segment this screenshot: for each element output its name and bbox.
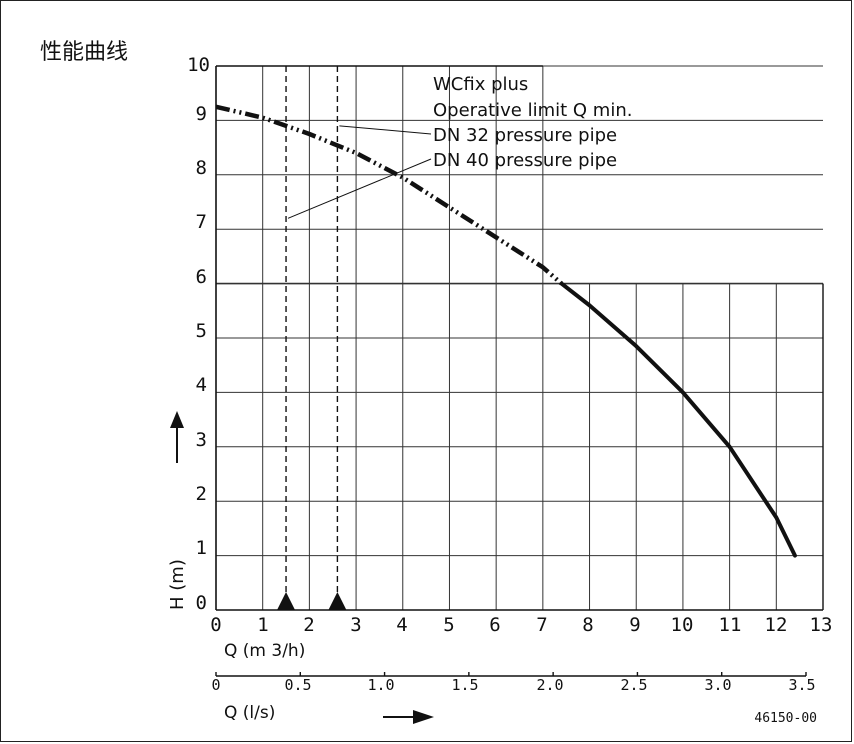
series-wcfix-plus xyxy=(215,104,797,558)
ytick-0: 0 xyxy=(196,592,207,614)
xtick-4: 4 xyxy=(396,614,407,636)
xtick-9: 9 xyxy=(629,614,640,636)
xtick-7: 7 xyxy=(536,614,547,636)
ytick-1: 1 xyxy=(196,537,207,559)
xtick-0: 0 xyxy=(210,614,221,636)
x2tick-4: 2.0 xyxy=(536,676,563,694)
xtick-2: 2 xyxy=(303,614,314,636)
marker-triangle-0 xyxy=(328,592,347,610)
xtick-11: 11 xyxy=(719,614,742,636)
xtick-13: 13 xyxy=(810,614,833,636)
ytick-8: 8 xyxy=(196,157,207,179)
x-axis-label: Q (m 3/h) xyxy=(224,641,305,661)
x2tick-6: 3.0 xyxy=(704,676,731,694)
figure-code: 46150-00 xyxy=(754,711,817,726)
x2tick-2: 1.0 xyxy=(367,676,394,694)
x2tick-5: 2.5 xyxy=(620,676,647,694)
xtick-1: 1 xyxy=(257,614,268,636)
x2tick-0: 0 xyxy=(211,676,220,694)
chart-title: 性能曲线 xyxy=(40,40,129,65)
leader-dn40 xyxy=(287,158,432,219)
ytick-7: 7 xyxy=(196,211,207,233)
xtick-3: 3 xyxy=(350,614,361,636)
ytick-6: 6 xyxy=(196,266,207,288)
x2-axis-label: Q (l/s) xyxy=(224,703,275,723)
ytick-4: 4 xyxy=(196,374,207,396)
xtick-5: 5 xyxy=(443,614,454,636)
y-axis-label: H (m) xyxy=(167,559,188,610)
ytick-3: 3 xyxy=(196,429,207,451)
arrow-up-icon xyxy=(170,411,184,463)
ytick-2: 2 xyxy=(196,483,207,505)
marker-triangle-1 xyxy=(277,592,296,610)
xtick-8: 8 xyxy=(582,614,593,636)
annotation-dn40: DN 40 pressure pipe xyxy=(433,150,617,171)
x2tick-7: 3.5 xyxy=(788,676,815,694)
ytick-9: 9 xyxy=(196,103,207,125)
annotation-dn32: DN 32 pressure pipe xyxy=(433,125,617,146)
ytick-10: 10 xyxy=(187,54,210,76)
annotation-operative-limit: Operative limit Q min. xyxy=(433,100,632,121)
arrow-right-icon xyxy=(383,710,434,724)
operating-limit-markers xyxy=(277,66,432,610)
annotation-wcfix-plus: WCfix plus xyxy=(433,74,528,95)
xtick-12: 12 xyxy=(765,614,788,636)
x2tick-3: 1.5 xyxy=(451,676,478,694)
axes xyxy=(215,65,824,677)
ytick-5: 5 xyxy=(196,320,207,342)
grid xyxy=(215,65,824,610)
curve-solid-segment xyxy=(559,281,797,558)
leader-dn32 xyxy=(339,125,432,135)
xtick-6: 6 xyxy=(489,614,500,636)
curve-dashed-segment xyxy=(215,104,564,286)
xtick-10: 10 xyxy=(671,614,694,636)
x2tick-1: 0.5 xyxy=(284,676,311,694)
